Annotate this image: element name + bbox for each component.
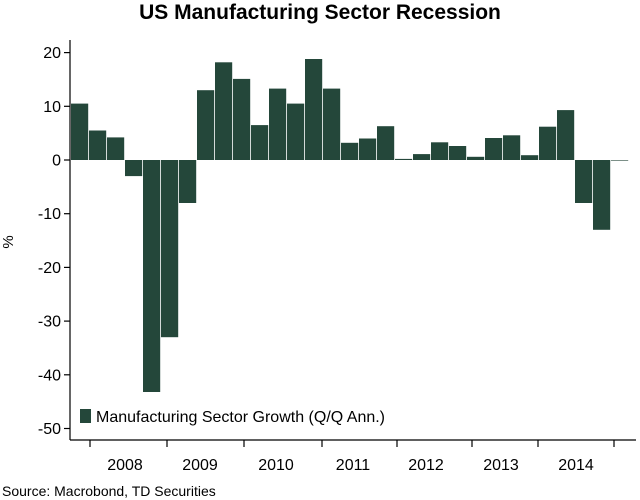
- bar-2014-q1: [539, 126, 557, 160]
- bar-2011-q2: [341, 142, 359, 160]
- bar-2008-q3: [143, 160, 161, 392]
- bar-2013-q2: [485, 138, 503, 160]
- x-tick-label-2008: 2008: [107, 457, 143, 474]
- y-tick-label: -40: [38, 367, 61, 384]
- bar-2013-q1: [467, 156, 485, 160]
- source-note: Source: Macrobond, TD Securities: [2, 483, 216, 499]
- bar-2011-q4: [377, 126, 395, 160]
- bar-2008-q2: [125, 160, 143, 177]
- x-tick-label-2013: 2013: [483, 457, 519, 474]
- y-tick-label: 10: [43, 99, 61, 116]
- bar-2012-q1: [395, 158, 413, 160]
- bar-2010-q3: [287, 103, 305, 160]
- bar-2010-q4: [305, 59, 323, 160]
- bar-2010-q2: [269, 88, 287, 160]
- bar-2009-q3: [215, 62, 233, 160]
- y-tick-label: -20: [38, 260, 61, 277]
- bar-2012-q4: [449, 146, 467, 160]
- bar-2013-q4: [521, 155, 539, 160]
- bar-2008-q4: [161, 160, 179, 338]
- y-tick-label: -30: [38, 314, 61, 331]
- y-tick-label: -50: [38, 421, 61, 438]
- legend-swatch: [80, 409, 91, 423]
- bar-2011-q1: [323, 88, 341, 160]
- x-tick-label-2012: 2012: [408, 457, 444, 474]
- bar-2012-q3: [431, 142, 449, 160]
- bar-2011-q3: [359, 138, 377, 160]
- bar-2008-q1: [107, 137, 125, 160]
- x-tick-label-2010: 2010: [258, 457, 294, 474]
- bars: [71, 59, 629, 392]
- bar-2009-q4: [233, 78, 251, 160]
- y-tick-label: 20: [43, 45, 61, 62]
- y-tick-label: -10: [38, 206, 61, 223]
- bar-2014-q2: [557, 110, 575, 160]
- bar-2014-q4: [593, 160, 611, 230]
- x-tick-label-2014: 2014: [558, 457, 594, 474]
- y-tick-label: 0: [52, 153, 61, 170]
- legend-label: Manufacturing Sector Growth (Q/Q Ann.): [96, 409, 385, 426]
- bar-2009-q2: [197, 90, 215, 160]
- bar-2009-q1: [179, 160, 197, 203]
- bar-2012-q2: [413, 154, 431, 160]
- bar-2015-q1: [611, 160, 629, 161]
- bar-2007-q4: [89, 130, 107, 160]
- x-tick-label-2011: 2011: [336, 457, 371, 474]
- y-axis-ticks: 20 10 0 -10 -20 -30 -40 -50: [38, 45, 70, 438]
- chart-title: US Manufacturing Sector Recession: [139, 1, 501, 24]
- x-tick-label-2009: 2009: [182, 457, 218, 474]
- bar-2007-q3: [71, 103, 89, 160]
- legend: Manufacturing Sector Growth (Q/Q Ann.): [80, 409, 385, 426]
- bar-2013-q3: [503, 135, 521, 160]
- y-axis-label: %: [0, 235, 17, 248]
- bar-2010-q1: [251, 125, 269, 160]
- x-axis-ticks: 2008 2009 2010 2011 2012 2013 2014: [89, 440, 615, 474]
- bar-2014-q3: [575, 160, 593, 203]
